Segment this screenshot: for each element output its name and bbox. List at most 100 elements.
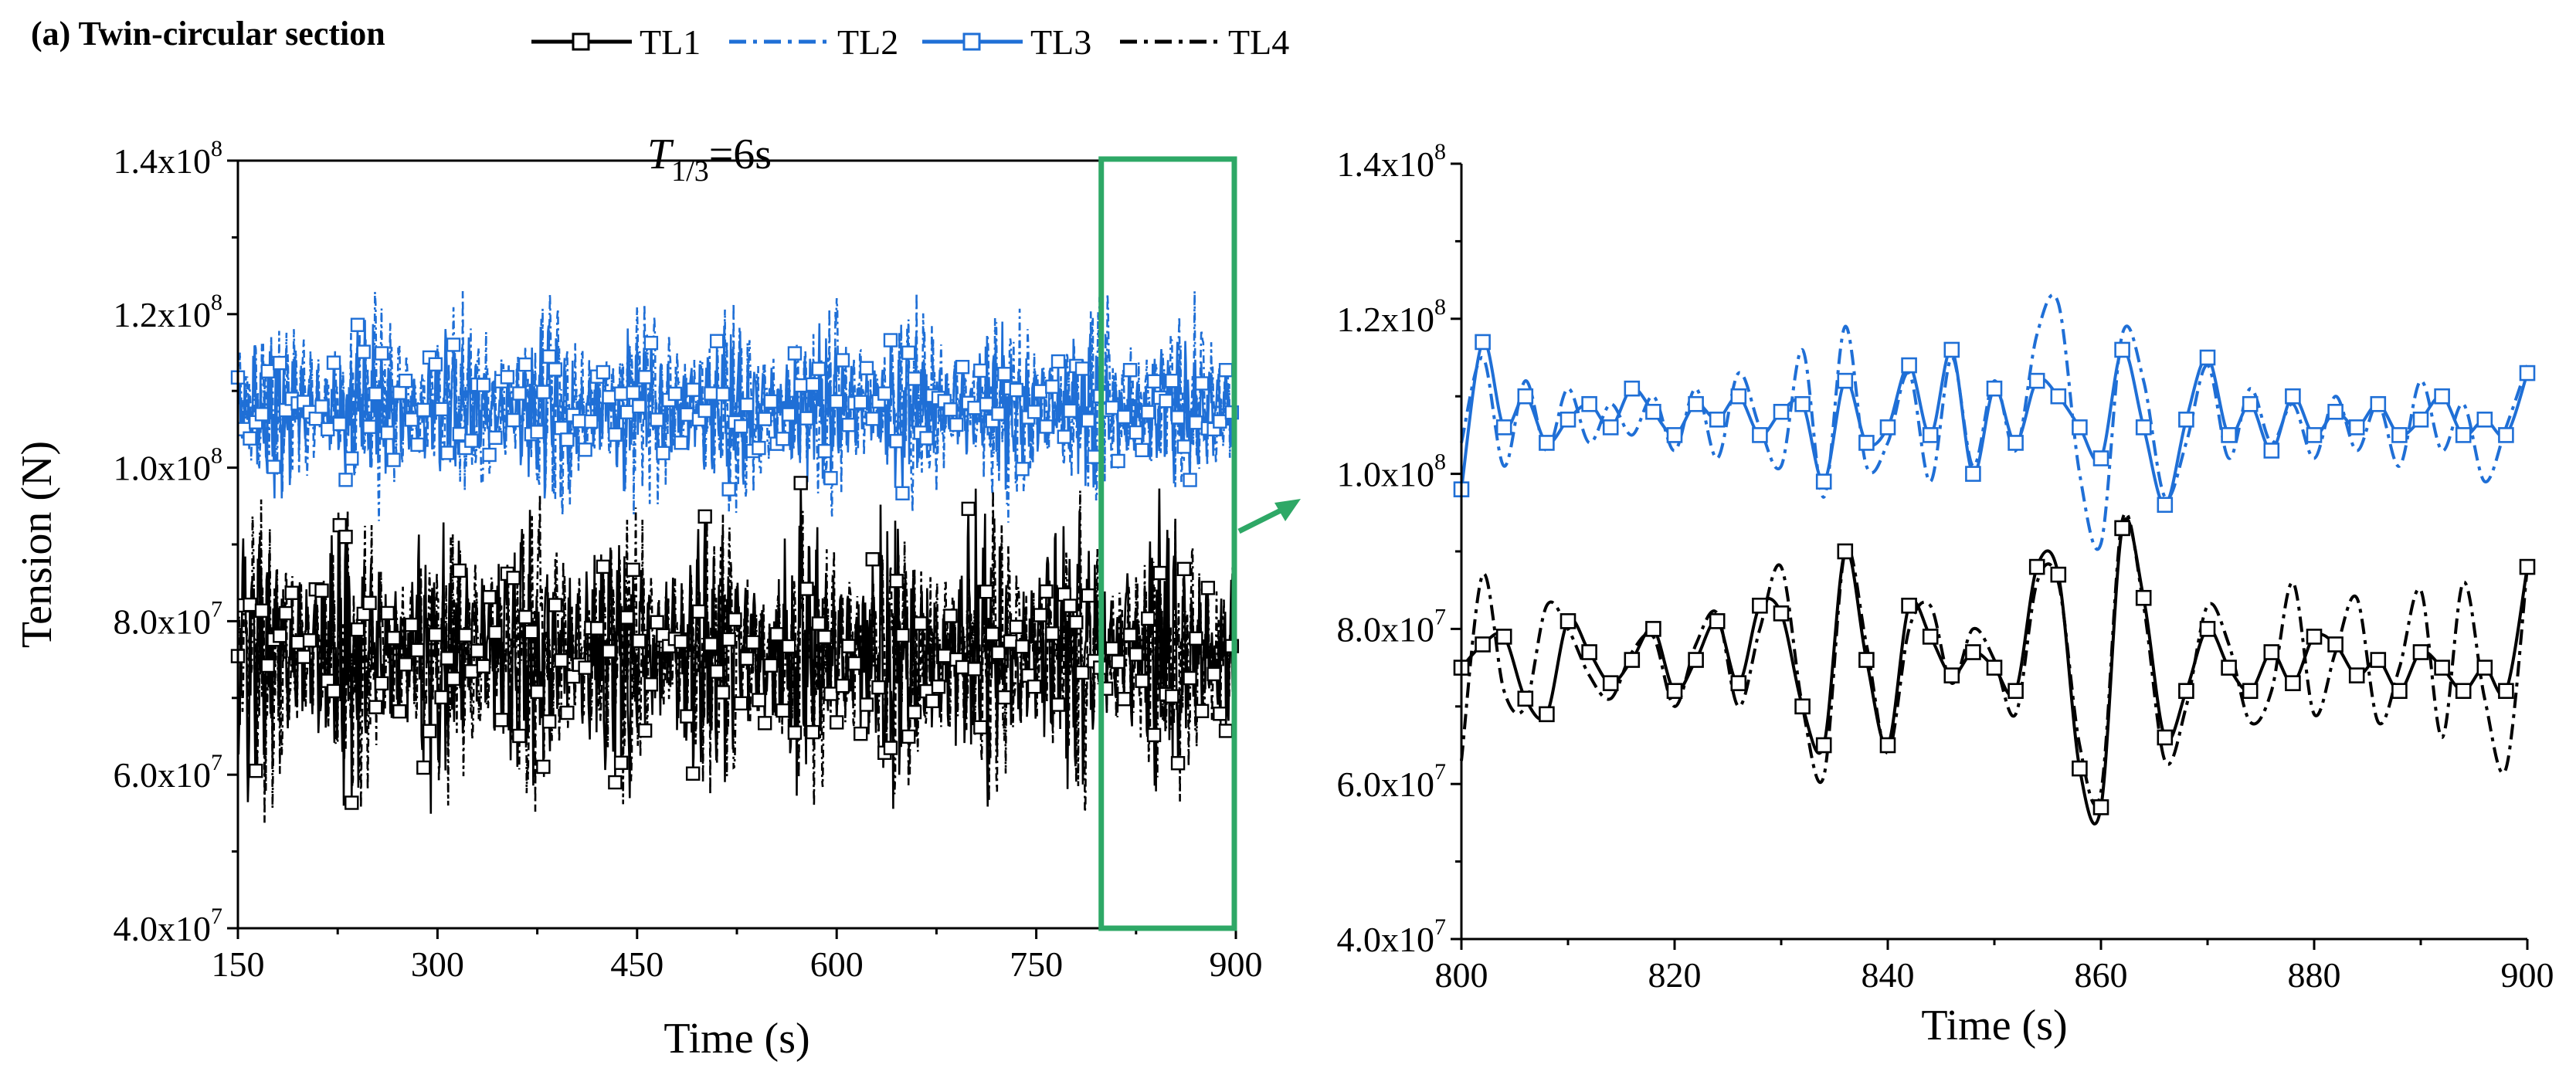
- zoom-marker-tl1: [1709, 613, 1726, 629]
- overview-marker-tl1: [1170, 756, 1186, 771]
- overview-marker-tl3: [1117, 409, 1132, 425]
- zoom-marker-tl1: [1901, 597, 1917, 614]
- zoom-marker-tl3: [1475, 334, 1491, 351]
- overview-marker-tl1: [626, 562, 640, 578]
- overview-marker-tl3: [541, 349, 557, 364]
- overview-marker-tl3: [973, 363, 988, 378]
- legend-label-tl1: TL1: [640, 22, 701, 62]
- zoom-marker-tl3: [2135, 419, 2152, 436]
- zoom-marker-tl1: [1815, 737, 1832, 754]
- zoom-marker-tl3: [1965, 466, 1981, 482]
- y-tick-label: 6.0x107: [1337, 759, 1447, 804]
- overview-marker-tl3: [781, 407, 796, 422]
- overview-marker-tl1: [260, 658, 275, 673]
- overview-marker-tl1: [728, 612, 742, 627]
- overview-marker-tl1: [883, 741, 898, 755]
- overview-marker-tl3: [733, 419, 748, 434]
- overview-marker-tl3: [632, 398, 647, 414]
- overview-marker-tl1: [1176, 561, 1192, 576]
- overview-marker-tl3: [410, 437, 425, 453]
- overview-marker-tl1: [721, 632, 736, 647]
- zoom-marker-tl1: [2327, 636, 2344, 653]
- annotation-sub: 1/3: [671, 155, 709, 188]
- overview-line-tl1: [236, 483, 1237, 814]
- legend-marker-tl1: [572, 32, 590, 51]
- zoom-marker-tl3: [2221, 427, 2237, 443]
- overview-marker-tl1: [991, 646, 1006, 660]
- y-tick-mantissa: 4.0x10: [1337, 920, 1435, 959]
- overview-marker-tl1: [1069, 615, 1084, 630]
- overview-marker-tl1: [1152, 565, 1168, 581]
- zoom-arrow: [1237, 499, 1301, 534]
- overview-marker-tl1: [817, 629, 832, 645]
- overview-marker-tl1: [841, 639, 856, 653]
- zoom-marker-tl1: [1858, 652, 1875, 668]
- overview-marker-tl1: [931, 680, 946, 694]
- overview-marker-tl1: [416, 760, 431, 775]
- overview-marker-tl1: [380, 605, 395, 621]
- x-tick-label: 300: [411, 944, 464, 984]
- zoom-marker-tl3: [2242, 395, 2259, 412]
- overview-marker-tl1: [1183, 670, 1197, 686]
- y-tick-mantissa: 8.0x10: [1337, 609, 1435, 649]
- overview-marker-tl1: [1165, 689, 1179, 704]
- overview-marker-tl3: [1165, 373, 1179, 388]
- overview-ylabel: Tension (N): [13, 441, 61, 648]
- zoom-marker-tl3: [2199, 349, 2216, 366]
- y-tick-label: 1.2x108: [114, 290, 223, 334]
- overview-marker-tl3: [895, 486, 910, 500]
- overview-marker-tl3: [656, 446, 670, 460]
- zoom-marker-tl1: [1965, 644, 1981, 660]
- zoom-marker-tl3: [1581, 395, 1597, 412]
- overview-marker-tl1: [422, 724, 437, 738]
- x-tick-label: 880: [2288, 955, 2341, 995]
- overview-marker-tl1: [302, 633, 317, 648]
- overview-marker-tl1: [254, 603, 270, 618]
- overview-marker-tl3: [613, 386, 629, 401]
- x-tick-label: 900: [1210, 944, 1263, 984]
- zoom-marker-tl3: [1666, 427, 1683, 443]
- y-tick-mantissa: 1.2x10: [1337, 300, 1435, 339]
- zoom-marker-tl1: [1666, 683, 1683, 700]
- overview-marker-tl1: [249, 763, 263, 778]
- overview-marker-tl3: [619, 405, 635, 419]
- overview-marker-tl1: [326, 683, 341, 699]
- overview-marker-tl3: [757, 412, 772, 426]
- zoom-marker-tl1: [2391, 683, 2408, 700]
- annotation-base: T: [647, 131, 674, 178]
- overview-marker-tl3: [1015, 462, 1030, 476]
- overview-marker-tl1: [284, 585, 299, 600]
- zoom-marker-tl1: [2199, 621, 2216, 637]
- overview-xlabel: Time (s): [664, 1015, 809, 1063]
- zoom-marker-tl1: [2498, 683, 2514, 700]
- overview-marker-tl1: [650, 615, 664, 629]
- y-tick-mantissa: 6.0x10: [114, 755, 212, 795]
- overview-marker-tl3: [506, 412, 521, 428]
- overview-marker-tl1: [374, 676, 389, 691]
- overview-marker-tl3: [997, 367, 1012, 381]
- overview-marker-tl1: [1009, 619, 1023, 635]
- overview-marker-tl1: [1135, 673, 1149, 688]
- zoom-marker-tl1: [1943, 667, 1960, 683]
- overview-marker-tl1: [608, 775, 623, 790]
- overview-marker-tl1: [1081, 588, 1095, 603]
- y-tick-exponent: 7: [1434, 604, 1446, 629]
- zoom-marker-tl1: [2434, 659, 2450, 676]
- overview-marker-tl1: [805, 724, 820, 740]
- overview-marker-tl1: [697, 509, 712, 524]
- overview-marker-tl1: [1189, 631, 1203, 646]
- overview-marker-tl3: [854, 395, 868, 409]
- zoom-marker-tl1: [2306, 629, 2323, 645]
- overview-marker-tl3: [374, 346, 389, 361]
- y-tick-label: 1.4x108: [1337, 139, 1447, 184]
- overview-line-tl3: [236, 320, 1237, 499]
- overview-marker-tl3: [344, 451, 359, 466]
- y-tick-label: 1.0x108: [114, 443, 223, 488]
- zoom-marker-tl3: [2072, 419, 2088, 436]
- overview-marker-tl3: [1050, 354, 1066, 369]
- overview-line-tl4: [236, 490, 1237, 823]
- overview-marker-tl3: [464, 433, 479, 448]
- zoom-marker-tl1: [1837, 543, 1854, 560]
- overview-marker-tl1: [1003, 634, 1018, 649]
- overview-marker-tl3: [584, 414, 599, 429]
